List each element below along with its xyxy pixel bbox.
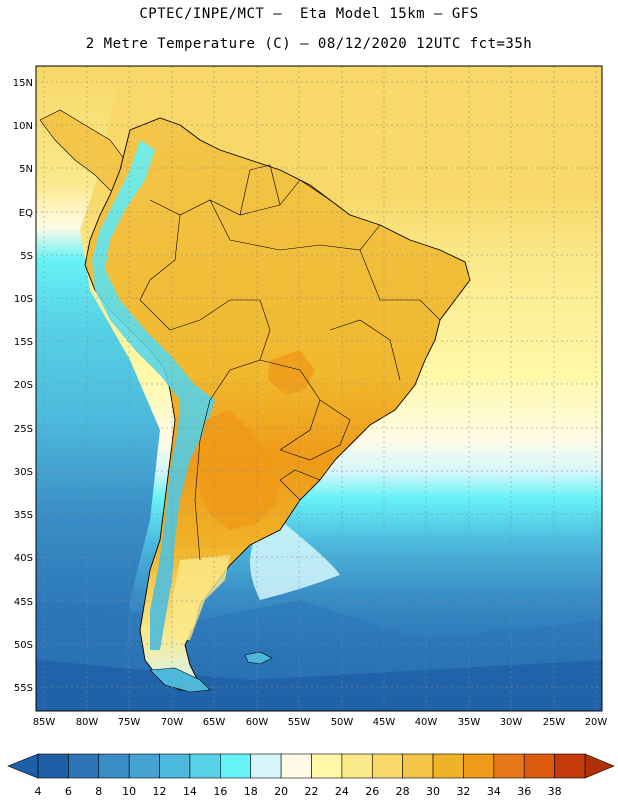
lat-label: 55S (14, 683, 33, 694)
colorbar-tick-label: 28 (396, 785, 410, 798)
lat-label: 5S (20, 251, 33, 262)
colorbar-cell (189, 753, 221, 779)
colorbar-tick-label: 14 (183, 785, 197, 798)
colorbar-cell (523, 753, 555, 779)
lon-label: 40W (415, 717, 438, 728)
colorbar-cell (250, 753, 282, 779)
lat-label: 35S (14, 510, 33, 521)
lon-label: 85W (33, 717, 56, 728)
colorbar-cell (554, 753, 586, 779)
lon-label: 30W (500, 717, 523, 728)
patagonia-mild (172, 555, 230, 640)
colorbar-tick-label: 32 (456, 785, 470, 798)
lat-label: EQ (19, 208, 33, 219)
longitude-labels: 85W 80W 75W 70W 65W 60W 55W 50W 45W 40W … (33, 717, 608, 728)
latitude-labels: 15N 10N 5N EQ 5S 10S 15S 20S 25S 30S 35S… (13, 78, 33, 694)
colorbar-cell (311, 753, 343, 779)
country-borders (139, 164, 441, 561)
colorbar-tick-label: 18 (244, 785, 258, 798)
colorbar-cell (280, 753, 312, 779)
lat-label: 10N (13, 121, 33, 132)
lon-label: 25W (543, 717, 566, 728)
colorbar-tick-label: 20 (274, 785, 288, 798)
lon-label: 65W (203, 717, 226, 728)
triangle-left-icon (7, 753, 39, 779)
hot-core-region (198, 410, 280, 530)
colorbar-cell (220, 753, 252, 779)
lon-label: 80W (76, 717, 99, 728)
lon-label: 20W (585, 717, 608, 728)
colorbar-tick-label: 30 (426, 785, 440, 798)
colorbar-cell (159, 753, 191, 779)
colorbar-cell (371, 753, 403, 779)
colorbar-cell (341, 753, 373, 779)
lon-label: 75W (118, 717, 141, 728)
colorbar-cell (128, 753, 160, 779)
lon-label: 55W (288, 717, 311, 728)
cool-current (250, 520, 340, 600)
colorbar-tick-label: 6 (65, 785, 72, 798)
lon-label: 60W (246, 717, 269, 728)
colorbar-cell (68, 753, 100, 779)
lat-label: 50S (14, 640, 33, 651)
lon-label: 45W (373, 717, 396, 728)
andes-cool-band (92, 140, 215, 650)
tierra-del-fuego (149, 667, 211, 693)
lat-label: 15N (13, 78, 33, 89)
lon-label: 70W (161, 717, 184, 728)
falkland-islands (244, 651, 273, 665)
colorbar-tick-label: 8 (95, 785, 102, 798)
lat-label: 40S (14, 553, 33, 564)
map-border (35, 65, 603, 712)
map-title-line1: CPTEC/INPE/MCT – Eta Model 15km – GFS (139, 6, 479, 22)
map-title-line2: 2 Metre Temperature (C) – 08/12/2020 12U… (85, 36, 533, 52)
colorbar-tick-label: 24 (335, 785, 349, 798)
colorbar-tick-label: 36 (517, 785, 531, 798)
colorbar-cell (463, 753, 495, 779)
colorbar-tick-label: 22 (305, 785, 319, 798)
map-frame-content (36, 66, 602, 711)
colorbar-tick-label: 26 (365, 785, 379, 798)
lat-label: 5N (19, 164, 33, 175)
colorbar-cell (98, 753, 130, 779)
lat-label: 15S (14, 337, 33, 348)
lon-label: 35W (458, 717, 481, 728)
colorbar-tick-label: 10 (122, 785, 136, 798)
colorbar: 4 6 8 10 12 14 16 18 20 22 24 26 28 30 32 34 36 38 (7, 753, 615, 798)
lat-label: 25S (14, 424, 33, 435)
colorbar-tick-label: 16 (213, 785, 227, 798)
graticule (36, 66, 602, 711)
lon-label: 50W (331, 717, 354, 728)
colorbar-tick-label: 34 (487, 785, 501, 798)
colorbar-cell (432, 753, 464, 779)
lat-label: 45S (14, 597, 33, 608)
ocean-pacific (36, 66, 160, 711)
lat-label: 30S (14, 467, 33, 478)
colorbar-cell (402, 753, 434, 779)
hot-spot-pantanal (268, 350, 315, 395)
southern-ocean-deep (36, 660, 602, 711)
triangle-right-icon (584, 753, 615, 779)
colorbar-cell (493, 753, 525, 779)
colorbar-tick-label: 4 (35, 785, 42, 798)
lat-label: 10S (14, 294, 33, 305)
colorbar-tick-label: 12 (153, 785, 167, 798)
colorbar-cell (37, 753, 69, 779)
colorbar-tick-label: 38 (548, 785, 562, 798)
lat-label: 20S (14, 380, 33, 391)
